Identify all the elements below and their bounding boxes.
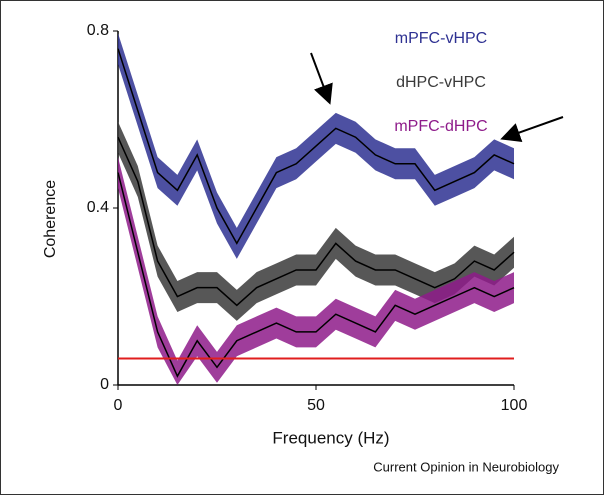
y-axis-label: Coherence	[42, 180, 59, 258]
x-tick-label: 0	[114, 397, 123, 414]
arrow	[500, 116, 564, 143]
y-tick-label: 0.4	[87, 199, 109, 216]
series-line	[117, 172, 515, 378]
y-tick-label: 0.8	[87, 22, 109, 39]
arrow	[310, 52, 333, 105]
credit: Current Opinion in Neurobiology	[373, 459, 559, 474]
series-line	[117, 136, 515, 307]
confidence-band	[118, 157, 514, 385]
x-axis-label: Frequency (Hz)	[272, 428, 389, 447]
legend-entry: dHPC-vHPC	[396, 74, 486, 91]
confidence-band	[118, 121, 514, 321]
y-tick-label: 0	[100, 376, 109, 393]
legend-entry: mPFC-dHPC	[394, 118, 487, 135]
x-tick-label: 100	[501, 397, 528, 414]
legend-entry: mPFC-vHPC	[395, 30, 487, 47]
series-line	[117, 48, 515, 245]
x-tick-label: 50	[307, 397, 325, 414]
